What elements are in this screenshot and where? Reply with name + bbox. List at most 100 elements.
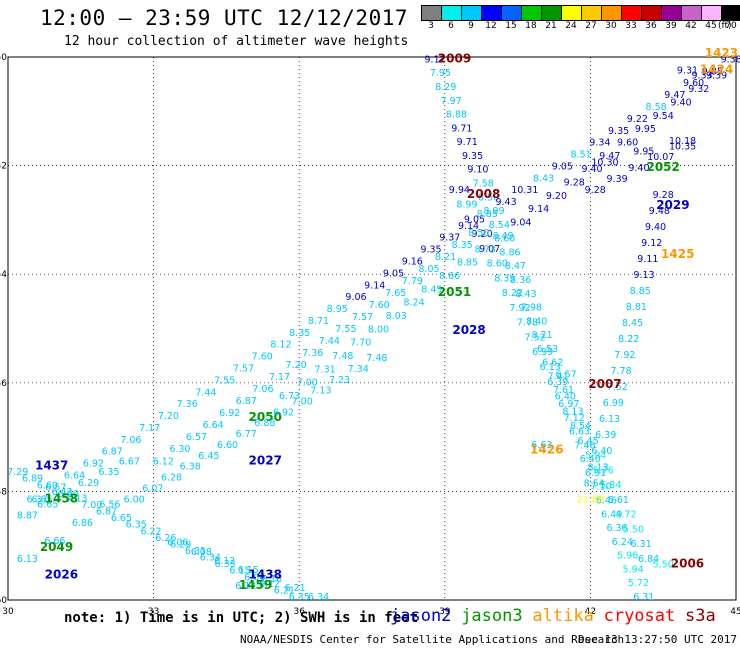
- color-scale-label: 6: [448, 21, 454, 31]
- wave-height-value: 6.63: [531, 440, 552, 451]
- wave-height-value: 7.10: [590, 482, 611, 493]
- wave-height-value: 8.45: [622, 318, 643, 329]
- wave-height-value: 7.60: [252, 352, 273, 363]
- wave-height-value: 7.58: [473, 178, 494, 189]
- pass-id-label: 1425: [661, 247, 694, 261]
- wave-height-value: 9.95: [633, 147, 654, 158]
- wave-height-value: 6.43: [52, 487, 73, 498]
- pass-id-label: 2028: [452, 323, 485, 337]
- wave-height-value: 8.22: [502, 288, 523, 299]
- pass-id-label: 1438: [249, 567, 282, 581]
- color-swatch: [722, 6, 740, 20]
- wave-height-value: 21.88: [577, 494, 604, 505]
- wave-height-value: 6.65: [111, 513, 132, 524]
- wave-height-value: 7.06: [252, 384, 273, 395]
- pass-id-label: 1426: [530, 442, 563, 456]
- wave-height-value: 6.65: [31, 494, 52, 505]
- wave-height-value: 6.87: [236, 396, 257, 407]
- latitude-tick-label: -56: [0, 379, 7, 389]
- latitude-tick-label: -52: [0, 162, 7, 172]
- legend-item-jason3: jason3: [461, 606, 523, 626]
- wave-height-value: 6.64: [203, 420, 224, 431]
- wave-height-value: 8.00: [368, 324, 389, 335]
- wave-height-value: 7.60: [369, 300, 390, 311]
- wave-height-value: 8.21: [532, 330, 553, 341]
- pass-id-label: 1424: [700, 62, 733, 76]
- wave-height-value: 8.51: [571, 150, 592, 161]
- wave-height-value: 6.60: [58, 489, 79, 500]
- wave-height-value: 9.05: [383, 268, 404, 279]
- pass-id-label: 2027: [249, 453, 282, 467]
- color-scale-label: 18: [525, 21, 537, 31]
- wave-height-value: 6.37: [27, 494, 48, 505]
- wave-height-value: 6.57: [556, 369, 577, 380]
- color-swatch: [682, 6, 702, 20]
- wave-height-value: 6.33: [215, 559, 236, 570]
- wave-height-value: 6.35: [289, 592, 310, 603]
- wave-height-value: 9.60: [617, 137, 638, 148]
- color-swatch: [602, 6, 622, 20]
- wave-height-value: 6.06: [244, 572, 265, 583]
- latitude-tick-label: -50: [0, 53, 7, 63]
- color-scale-label: 12: [485, 21, 497, 31]
- pass-id-label: 2006: [671, 556, 704, 570]
- color-swatch: [642, 6, 662, 20]
- wave-height-value: 8.50: [478, 192, 499, 203]
- wave-height-value: 6.56: [99, 500, 120, 511]
- wave-height-value: 9.05: [464, 214, 485, 225]
- wave-height-value: 7.13: [310, 386, 331, 397]
- wave-height-value: 8.24: [403, 298, 424, 309]
- wave-height-value: 9.35: [462, 151, 483, 162]
- wave-height-value: 9.34: [589, 138, 610, 149]
- wave-height-value: 8.54: [584, 478, 605, 489]
- wave-height-value: 8.49: [492, 231, 513, 242]
- credit-line: NOAA/NESDIS Center for Satellite Applica…: [240, 633, 625, 646]
- wave-height-value: 6.21: [274, 585, 295, 596]
- wave-height-value: 7.34: [348, 364, 369, 375]
- wave-height-value: 8.73: [475, 244, 496, 255]
- wave-height-value: 5.72: [628, 578, 649, 589]
- map-frame: [7, 56, 737, 601]
- wave-height-value: 9.13: [633, 270, 654, 281]
- wave-height-value: 9.40: [628, 163, 649, 174]
- wave-height-value: 6.06: [167, 538, 188, 549]
- legend-item-cryosat: cryosat: [603, 606, 676, 626]
- wave-height-value: 6.49: [601, 509, 622, 520]
- wave-height-value: 6.08: [191, 547, 212, 558]
- wave-height-value: 8.99: [456, 200, 477, 211]
- wave-height-value: 7.41: [548, 371, 569, 382]
- wave-height-value: 9.12: [425, 54, 446, 65]
- wave-height-value: 7.36: [302, 348, 323, 359]
- wave-height-value: 7.20: [286, 360, 307, 371]
- wave-height-value: 9.04: [510, 218, 531, 229]
- wave-height-value: 8.43: [533, 173, 554, 184]
- wave-height-value: 8.05: [418, 264, 439, 275]
- pass-id-label: 1423: [705, 46, 738, 60]
- color-swatch: [662, 6, 682, 20]
- wave-height-value: 6.31: [633, 592, 654, 603]
- wave-height-value: 6.77: [236, 429, 257, 440]
- wave-height-value: 8.50: [468, 228, 489, 239]
- wave-height-value: 9.28: [653, 190, 674, 201]
- wave-height-value: 8.35: [494, 273, 515, 284]
- color-swatch: [522, 6, 542, 20]
- wave-height-value: 9.35: [608, 126, 629, 137]
- wave-height-value: 8.85: [457, 258, 478, 269]
- wave-height-value: 9.71: [451, 123, 472, 134]
- wave-height-value: 9.32: [688, 84, 709, 95]
- wave-height-value: 6.57: [186, 432, 207, 443]
- wave-height-value: 6.12: [259, 579, 280, 590]
- wave-height-value: 6.92: [219, 408, 240, 419]
- wave-height-value: 9.28: [585, 185, 606, 196]
- color-scale-label: 24: [565, 21, 577, 31]
- wave-height-value: 7.78: [610, 366, 631, 377]
- wave-height-value: 9.85: [702, 66, 723, 77]
- wave-height-value: 8.88: [446, 110, 467, 121]
- wave-height-value: 6.62: [542, 358, 563, 369]
- wave-height-value: 6.92: [273, 407, 294, 418]
- wave-height-value: 6.86: [72, 518, 93, 529]
- wave-height-value: 10.31: [511, 185, 538, 196]
- wave-height-value: 6.89: [22, 474, 43, 485]
- wave-height-value: 7.00: [292, 397, 313, 408]
